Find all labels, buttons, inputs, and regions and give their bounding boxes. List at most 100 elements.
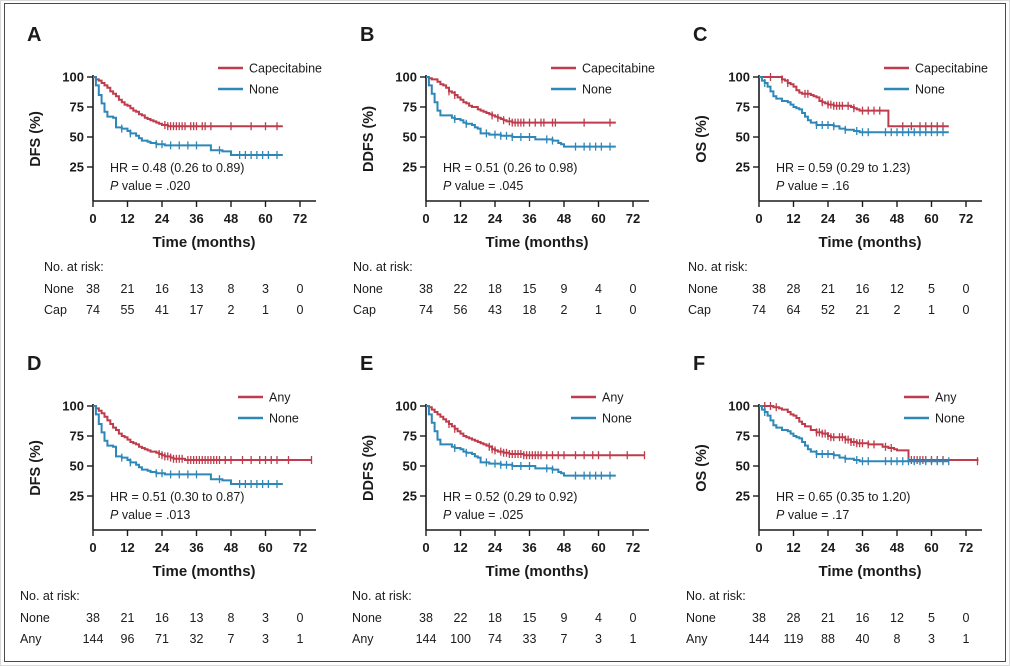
risk-count: 40	[856, 632, 870, 646]
x-tick-label: 36	[522, 540, 536, 555]
risk-count: 100	[450, 632, 471, 646]
risk-count: 16	[856, 611, 870, 625]
panel-letter: D	[27, 353, 41, 375]
x-tick-label: 48	[890, 211, 904, 226]
x-tick-label: 12	[786, 540, 800, 555]
risk-count: 0	[963, 611, 970, 625]
x-tick-label: 12	[120, 540, 134, 555]
x-axis-label: Time (months)	[818, 234, 921, 251]
panel-b: B 100 75 50 25 0 12 24 36 48 60 72 DDFS (%) Time (mon…	[339, 5, 672, 334]
y-axis-label: DDFS (%)	[361, 106, 377, 172]
risk-count: 1	[630, 632, 637, 646]
risk-count: 38	[419, 282, 433, 296]
y-tick-label: 100	[395, 70, 417, 85]
legend-label: None	[269, 412, 299, 426]
risk-row-label: Cap	[688, 303, 711, 317]
panel-e: E 100 75 50 25 0 12 24 36 48 60 72 DDFS (%) Time (mon…	[339, 334, 672, 663]
risk-count: 74	[419, 303, 433, 317]
risk-count: 8	[228, 611, 235, 625]
risk-count: 144	[416, 632, 437, 646]
risk-count: 16	[155, 282, 169, 296]
risk-count: 15	[523, 282, 537, 296]
risk-count: 15	[523, 611, 537, 625]
risk-count: 18	[523, 303, 537, 317]
risk-count: 9	[561, 611, 568, 625]
y-tick-label: 50	[736, 130, 750, 145]
risk-count: 32	[190, 632, 204, 646]
y-tick-label: 50	[70, 459, 84, 474]
y-tick-label: 75	[70, 100, 84, 115]
risk-count: 3	[262, 282, 269, 296]
y-tick-label: 100	[395, 399, 417, 414]
risk-count: 41	[155, 303, 169, 317]
risk-count: 13	[190, 611, 204, 625]
risk-row-label: None	[20, 611, 50, 625]
risk-count: 38	[86, 282, 100, 296]
risk-count: 3	[928, 632, 935, 646]
panel-a: A 100 75 50 25 0 12 24 36 48 60 72 DFS (%) Time (mont…	[6, 5, 339, 334]
risk-count: 38	[86, 611, 100, 625]
panel-letter: A	[27, 24, 41, 46]
km-curve-any	[426, 405, 645, 457]
x-tick-label: 36	[855, 211, 869, 226]
risk-count: 4	[595, 611, 602, 625]
risk-count: 5	[928, 611, 935, 625]
y-axis-label: DFS (%)	[28, 440, 44, 496]
km-curve-none	[93, 405, 283, 485]
risk-count: 22	[454, 282, 468, 296]
x-tick-label: 72	[959, 540, 973, 555]
risk-count: 2	[228, 303, 235, 317]
hr-annotation: HR = 0.65 (0.35 to 1.20)	[776, 490, 910, 504]
panel-d-chart: D 100 75 50 25 0 12 24 36 48 60 72 DFS (%) Time (mont…	[20, 353, 316, 646]
risk-count: 9	[561, 282, 568, 296]
x-tick-label: 72	[626, 211, 640, 226]
risk-count: 16	[856, 282, 870, 296]
risk-count: 18	[488, 282, 502, 296]
risk-table-header: No. at risk:	[688, 260, 748, 274]
x-tick-label: 60	[591, 540, 605, 555]
legend-label: None	[915, 83, 945, 97]
y-tick-label: 50	[70, 130, 84, 145]
risk-table-header: No. at risk:	[44, 260, 104, 274]
pvalue-annotation: P value = .013	[110, 508, 190, 522]
risk-count: 43	[488, 303, 502, 317]
risk-count: 21	[121, 611, 135, 625]
risk-count: 0	[297, 282, 304, 296]
km-curve-none	[759, 405, 949, 463]
risk-row-label: None	[44, 282, 74, 296]
x-tick-label: 72	[293, 211, 307, 226]
km-curve-none	[93, 76, 283, 156]
risk-row-label: Any	[352, 632, 374, 646]
y-tick-label: 25	[403, 160, 417, 175]
x-tick-label: 12	[786, 211, 800, 226]
hr-annotation: HR = 0.48 (0.26 to 0.89)	[110, 161, 244, 175]
legend-label: Capecitabine	[582, 62, 655, 76]
panel-f: F 100 75 50 25 0 12 24 36 48 60 72 OS (%) Time (month…	[672, 334, 1005, 663]
risk-count: 18	[488, 611, 502, 625]
risk-row-label: Any	[686, 632, 708, 646]
risk-count: 144	[749, 632, 770, 646]
x-tick-label: 60	[591, 211, 605, 226]
risk-count: 96	[121, 632, 135, 646]
km-curve-capecitabine	[93, 76, 283, 128]
panel-letter: F	[693, 353, 705, 375]
risk-count: 38	[752, 611, 766, 625]
x-tick-label: 72	[626, 540, 640, 555]
legend-label: None	[602, 412, 632, 426]
y-tick-label: 100	[62, 70, 84, 85]
x-tick-label: 60	[924, 540, 938, 555]
legend-label: None	[249, 83, 279, 97]
risk-table-header: No. at risk:	[686, 589, 746, 603]
risk-count: 2	[561, 303, 568, 317]
risk-count: 8	[894, 632, 901, 646]
risk-table-header: No. at risk:	[20, 589, 80, 603]
x-axis-label: Time (months)	[152, 563, 255, 580]
x-tick-label: 60	[258, 540, 272, 555]
legend-label: Any	[935, 391, 957, 405]
x-tick-label: 24	[155, 211, 170, 226]
pvalue-annotation: P value = .025	[443, 508, 523, 522]
risk-count: 21	[856, 303, 870, 317]
risk-count: 33	[523, 632, 537, 646]
